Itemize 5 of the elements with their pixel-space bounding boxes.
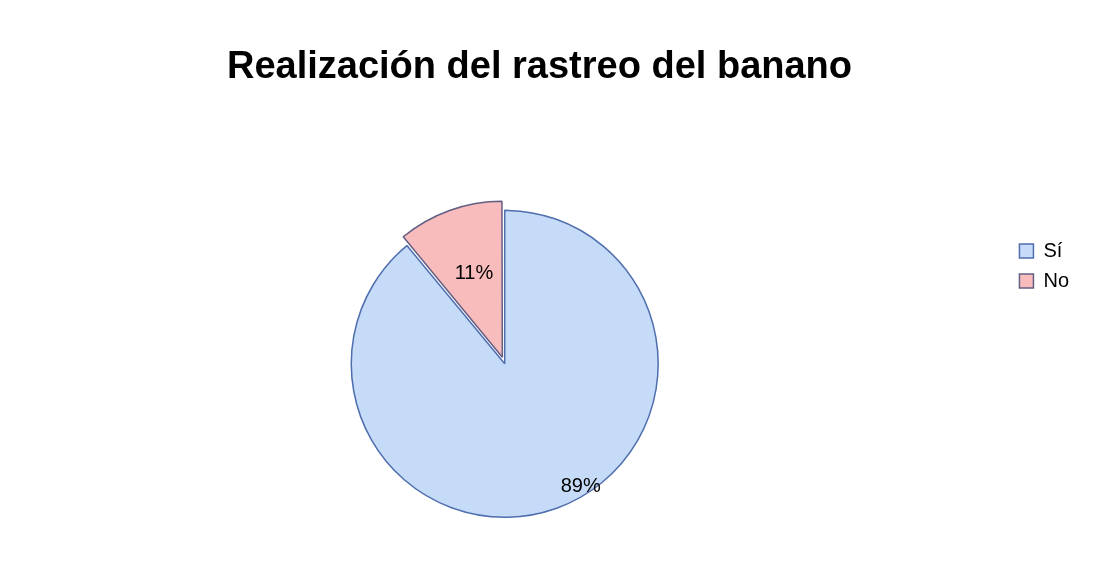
data-label: 11% (454, 260, 494, 283)
legend-label: Sí (1043, 238, 1063, 261)
chart-title: Realización del rastreo del banano (226, 44, 853, 87)
legend-label: No (1043, 268, 1070, 291)
data-label: 89% (560, 473, 601, 496)
